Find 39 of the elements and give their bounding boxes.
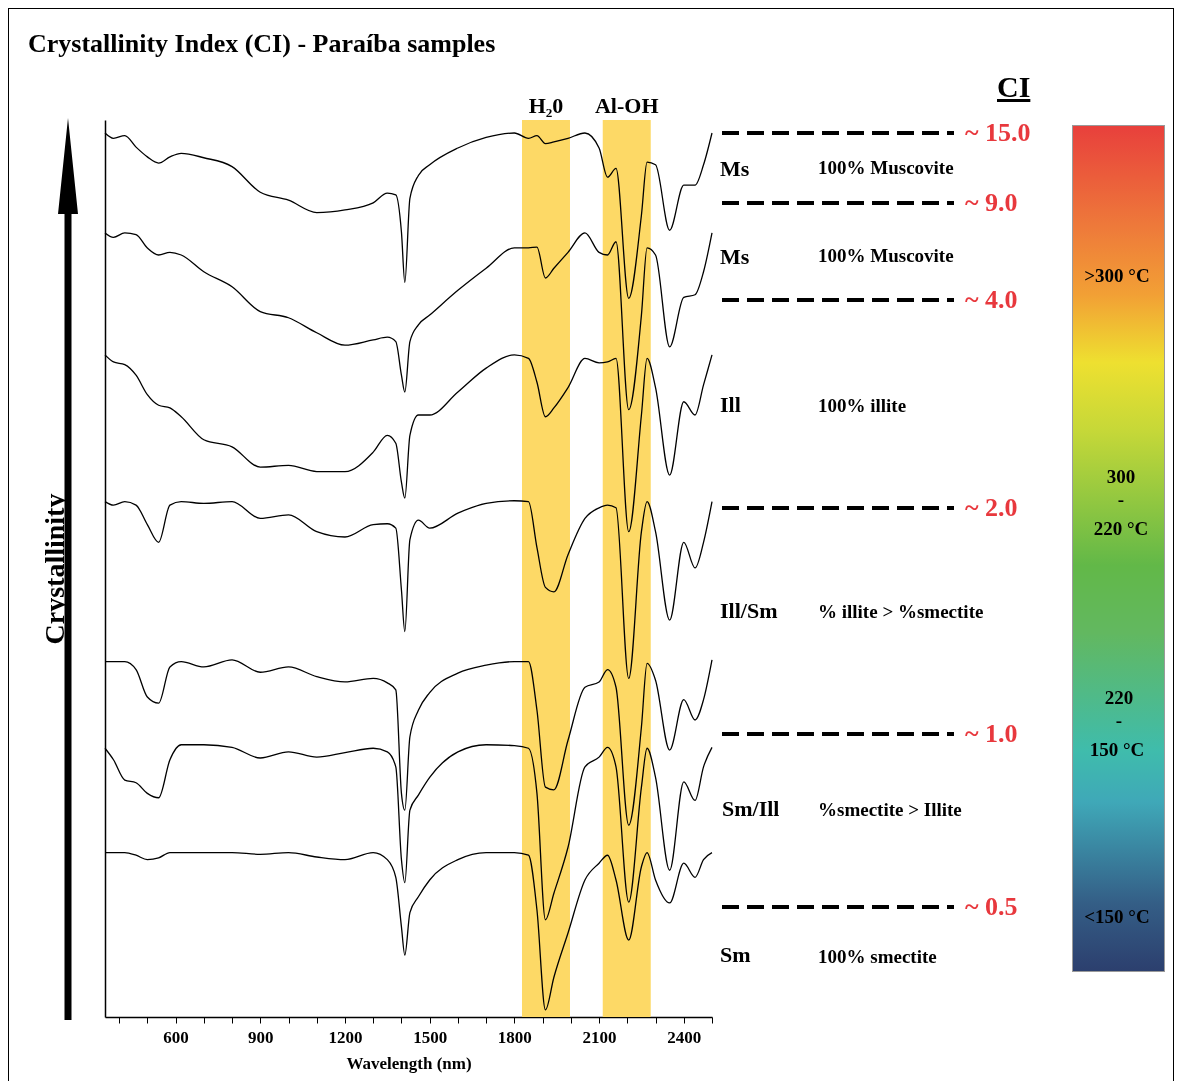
x-tick-label: 1500 xyxy=(413,1027,448,1047)
x-tick-label: 1200 xyxy=(328,1027,363,1047)
x-tick-label: 2100 xyxy=(582,1027,617,1047)
text: CI xyxy=(997,70,1031,103)
text: 150 °C xyxy=(1089,739,1145,760)
text: 100% Muscovite xyxy=(818,157,954,178)
text: Sm/Ill xyxy=(722,796,780,821)
x-tick-label: 1800 xyxy=(497,1027,532,1047)
text: ~ 1.0 xyxy=(965,719,1018,748)
text: Ill/Sm xyxy=(720,598,778,623)
text: Ms xyxy=(720,244,750,269)
text: % illite > %smectite xyxy=(818,601,984,622)
x-tick-label: 900 xyxy=(248,1027,274,1047)
text: %smectite > Illite xyxy=(818,799,962,820)
text: 220 xyxy=(1104,687,1134,708)
text: ~ 9.0 xyxy=(965,188,1018,217)
text: Ms xyxy=(720,156,750,181)
text: 100% smectite xyxy=(818,946,937,967)
text: - xyxy=(1115,710,1123,731)
text: Sm xyxy=(720,942,751,967)
text: ~ 0.5 xyxy=(965,892,1018,921)
band-label: H₂0 xyxy=(528,93,564,118)
text: ~ 15.0 xyxy=(965,118,1031,147)
text: <150 °C xyxy=(1084,906,1150,927)
x-tick-label: 2400 xyxy=(667,1027,702,1047)
text: Ill xyxy=(720,392,741,417)
text: ~ 4.0 xyxy=(965,285,1018,314)
x-axis-title: Wavelength (nm) xyxy=(346,1053,472,1073)
text: 100% illite xyxy=(818,395,907,416)
text: 220 °C xyxy=(1093,518,1149,539)
band-label: Al-OH xyxy=(594,93,659,118)
text: 100% Muscovite xyxy=(818,245,954,266)
x-tick-label: 600 xyxy=(163,1027,189,1047)
text: ~ 2.0 xyxy=(965,493,1018,522)
text: - xyxy=(1117,489,1125,510)
text: 300 xyxy=(1106,466,1136,487)
chart-title: Crystallinity Index (CI) - Paraíba samples xyxy=(28,29,496,58)
text: >300 °C xyxy=(1084,265,1150,286)
y-axis-title: Crystallinity xyxy=(38,493,70,645)
